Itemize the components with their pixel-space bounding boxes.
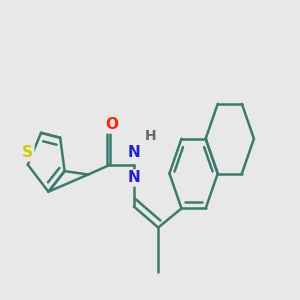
Text: O: O [105, 118, 118, 133]
Text: H: H [145, 129, 157, 143]
Text: N: N [128, 170, 140, 185]
Text: S: S [22, 146, 33, 160]
Text: N: N [128, 146, 140, 160]
